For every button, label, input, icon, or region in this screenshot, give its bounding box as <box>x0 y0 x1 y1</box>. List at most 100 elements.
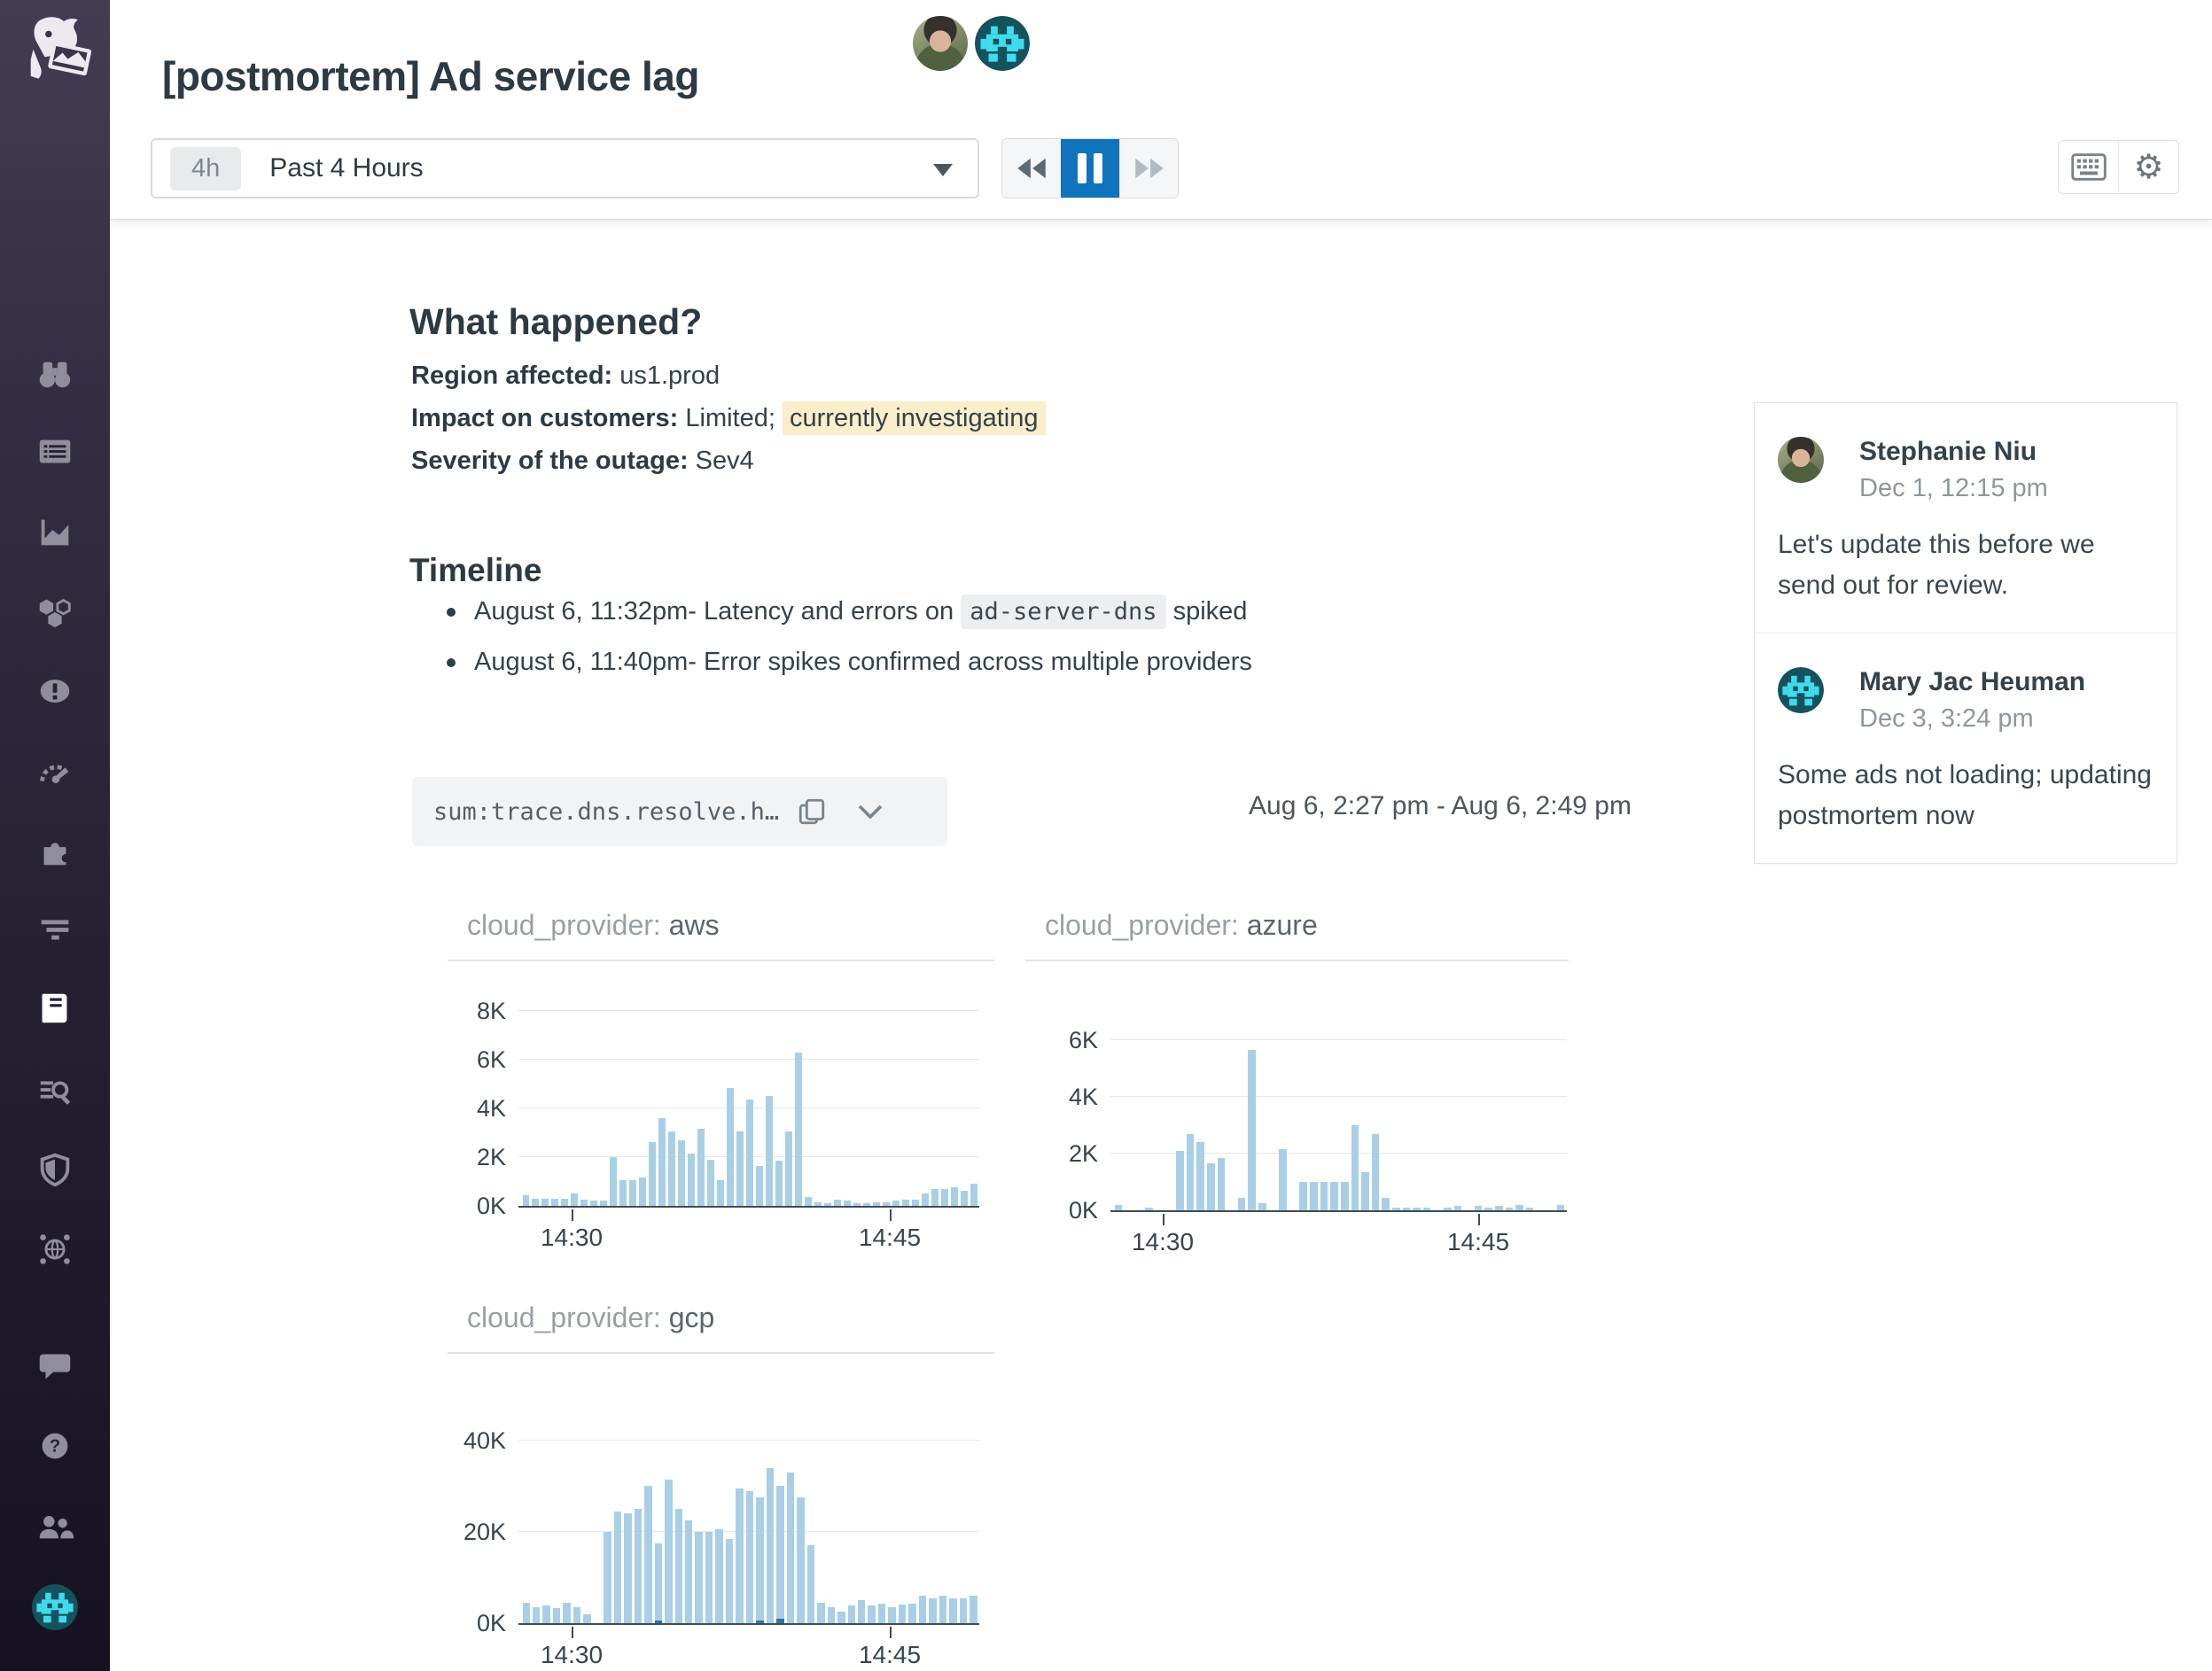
sidebar-item-dashboards[interactable] <box>34 431 76 473</box>
comment-timestamp: Dec 3, 3:24 pm <box>1859 704 2034 733</box>
bar <box>929 1598 937 1623</box>
fast-forward-button[interactable] <box>1119 139 1178 198</box>
time-range-selector[interactable]: 4h Past 4 Hours <box>151 138 979 198</box>
bar <box>756 1166 764 1206</box>
bar <box>624 1513 632 1623</box>
bar <box>610 1157 618 1206</box>
bar <box>1484 1208 1493 1210</box>
log-explorer-icon <box>40 1081 71 1105</box>
bar <box>1330 1182 1338 1210</box>
datadog-logo-icon[interactable] <box>14 12 96 94</box>
highlighted-text: currently investigating <box>783 401 1046 435</box>
bar <box>715 1529 723 1623</box>
bar <box>1495 1206 1503 1210</box>
sidebar-item-synthetics[interactable] <box>34 1228 76 1271</box>
y-axis-tick-label: 0K <box>1068 1197 1098 1224</box>
comment-text: Some ads not loading; updating postmorte… <box>1778 760 2152 830</box>
chevron-down-icon[interactable] <box>857 803 884 820</box>
bar <box>522 1195 530 1206</box>
chart-gcp[interactable]: cloud_provider: gcp 40K 20K 0K 14:30 14:45 <box>448 1296 994 1668</box>
inline-code: ad-server-dns <box>961 595 1166 629</box>
bar <box>1422 1208 1431 1210</box>
bar <box>541 1199 549 1206</box>
bar <box>736 1131 744 1206</box>
keyboard-shortcuts-button[interactable] <box>2059 141 2118 193</box>
bar <box>1413 1208 1421 1210</box>
bar <box>707 1160 715 1206</box>
chart-azure[interactable]: cloud_provider: azure 6K 4K 2K 0K 14:30 14:45 <box>1025 904 1569 1276</box>
bar <box>572 1607 581 1623</box>
settings-gear-button[interactable]: ⚙ <box>2118 141 2178 193</box>
chart-plot-area[interactable] <box>518 1403 979 1625</box>
bar <box>939 1596 947 1623</box>
bar <box>668 1131 676 1206</box>
sidebar-item-log-explorer[interactable] <box>34 1069 76 1112</box>
bar <box>950 1187 958 1206</box>
bar <box>877 1604 886 1623</box>
chart-aws[interactable]: cloud_provider: aws 8K 6K 4K 2K 0K 14:30 14:45 <box>448 904 994 1276</box>
sidebar-item-apm[interactable] <box>34 750 76 793</box>
comment-author: Stephanie Niu <box>1859 437 2037 466</box>
page-title[interactable]: [postmortem] Ad service lag <box>162 52 699 99</box>
bar <box>678 1140 686 1206</box>
bar <box>1515 1205 1523 1210</box>
bar <box>1556 1205 1565 1210</box>
bar <box>613 1512 622 1623</box>
section-heading-what-happened: What happened? <box>409 301 703 343</box>
sidebar-item-infrastructure[interactable] <box>34 589 76 632</box>
bar <box>532 1607 541 1623</box>
chart-plot-area[interactable] <box>518 986 979 1208</box>
bar <box>674 1509 682 1623</box>
rewind-button[interactable] <box>1002 139 1061 198</box>
chart-title: cloud_provider: gcp <box>467 1302 715 1333</box>
bar <box>619 1180 627 1206</box>
sidebar-item-teams[interactable] <box>34 1505 76 1548</box>
sidebar-item-watchdog[interactable] <box>34 353 76 395</box>
bar <box>639 1177 647 1206</box>
bar <box>872 1202 880 1206</box>
user-avatar[interactable] <box>32 1584 78 1630</box>
bar <box>736 1488 744 1623</box>
bar <box>745 1491 754 1623</box>
copy-icon[interactable] <box>797 797 827 827</box>
facts: Region affected: us1.prod Impact on custo… <box>411 354 1046 482</box>
bar <box>882 1202 890 1206</box>
x-axis-tick-label: 14:30 <box>1131 1228 1195 1255</box>
chart-plot-area[interactable] <box>1110 991 1567 1212</box>
security-icon <box>40 1153 70 1187</box>
bar <box>785 1131 793 1206</box>
avatar-mary-jac-heuman[interactable] <box>975 16 1030 71</box>
chat-icon <box>39 1354 71 1380</box>
y-axis-tick-label: 6K <box>476 1046 506 1073</box>
bar <box>805 1197 813 1206</box>
sidebar-item-monitors[interactable] <box>34 670 76 712</box>
bar <box>776 1486 784 1623</box>
timeline-item: August 6, 11:32pm- Latency and errors on… <box>409 587 1252 637</box>
sidebar-item-security[interactable] <box>34 1148 76 1191</box>
time-range-label: Past 4 Hours <box>269 153 424 183</box>
avatar-stephanie-niu[interactable] <box>913 16 968 71</box>
sidebar-item-integrations[interactable] <box>34 829 76 872</box>
sidebar-item-pipelines[interactable] <box>34 908 76 951</box>
bar <box>970 1184 977 1206</box>
sidebar-item-metrics[interactable] <box>34 510 76 553</box>
metric-query-cell[interactable]: sum:trace.dns.resolve.h… <box>412 777 947 846</box>
fact-line: Impact on customers: Limited; currently … <box>411 397 1046 439</box>
pause-icon <box>1078 153 1102 183</box>
bar <box>1258 1203 1266 1210</box>
pause-button[interactable] <box>1061 139 1119 198</box>
sidebar-item-notebooks[interactable] <box>34 987 76 1030</box>
bar <box>1340 1182 1349 1210</box>
bar <box>756 1497 764 1623</box>
y-axis-tick-label: 20K <box>463 1519 506 1545</box>
bar <box>1237 1198 1246 1210</box>
bar <box>551 1199 559 1206</box>
bar <box>827 1607 836 1623</box>
bar <box>908 1604 916 1623</box>
sidebar-item-chat[interactable] <box>34 1344 76 1387</box>
sidebar-item-help[interactable]: ? <box>34 1425 76 1467</box>
y-axis-tick-label: 0K <box>476 1610 506 1636</box>
bar <box>1525 1208 1534 1210</box>
bar <box>654 1543 663 1623</box>
x-axis-tick-label: 14:45 <box>858 1641 922 1668</box>
